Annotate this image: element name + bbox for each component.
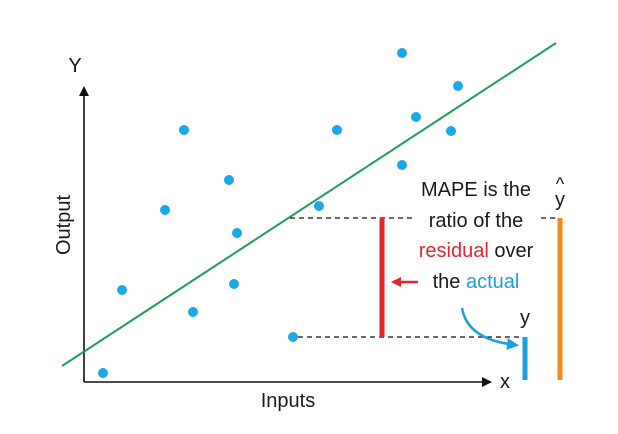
actual-word: actual: [466, 271, 519, 293]
data-point: [179, 125, 189, 135]
annotation-line-1: MAPE is the: [421, 179, 531, 201]
scatter-points: [98, 48, 463, 378]
data-point: [411, 112, 421, 122]
y-axis-title: Output: [53, 195, 75, 255]
data-point: [446, 126, 456, 136]
x-axis-letter: x: [500, 371, 510, 393]
actual-point: [288, 332, 298, 342]
data-point: [232, 228, 242, 238]
data-point: [453, 81, 463, 91]
data-point: [314, 201, 324, 211]
residual-word: residual: [419, 240, 489, 262]
data-point: [397, 160, 407, 170]
data-point: [98, 368, 108, 378]
data-point: [224, 175, 234, 185]
over-word: over: [489, 240, 534, 262]
data-point: [397, 48, 407, 58]
data-point: [229, 279, 239, 289]
x-axis-title: Inputs: [261, 390, 315, 412]
the-word: the: [433, 271, 466, 293]
curved-arrow-icon: [460, 307, 519, 351]
annotation-line-2: ratio of the: [429, 210, 524, 232]
fit-line: [61, 42, 557, 367]
annotation-line-4: the actual: [433, 271, 520, 293]
y-actual-label: y: [520, 307, 530, 329]
data-point: [117, 285, 127, 295]
y-axis-letter: Y: [68, 55, 81, 77]
data-point: [188, 307, 198, 317]
y-hat-label: y: [555, 189, 565, 211]
annotation-line-3: residual over: [419, 240, 534, 262]
data-point: [332, 125, 342, 135]
y-hat-caret: ^: [556, 174, 565, 194]
data-point: [160, 205, 170, 215]
